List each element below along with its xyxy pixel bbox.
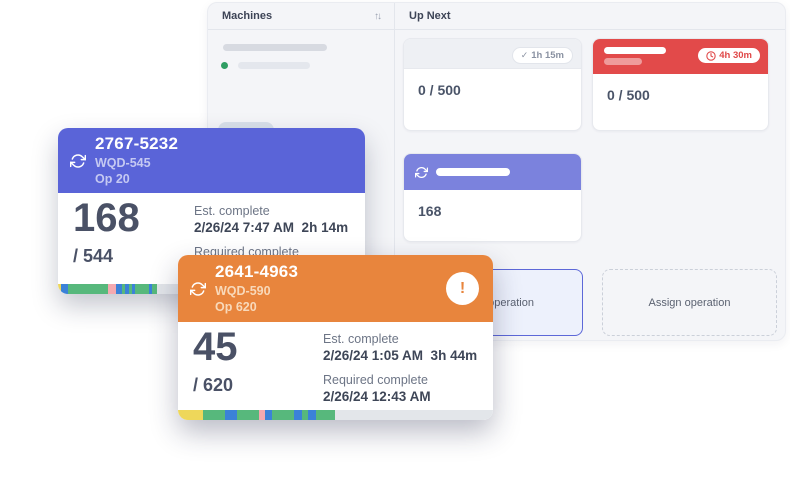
timeline-segment bbox=[258, 410, 266, 420]
machines-header: Machines ↑↓ bbox=[208, 3, 394, 30]
sync-icon bbox=[70, 153, 86, 168]
parts-total: / 620 bbox=[193, 375, 234, 395]
timeline-segment bbox=[122, 284, 125, 294]
header-skeleton-bar bbox=[436, 168, 510, 176]
machine-card-header: 2641-4963 WQD-590 Op 620 ! bbox=[178, 255, 493, 322]
est-complete-value: 2/26/24 1:05 AM 3h 44m bbox=[323, 348, 478, 364]
time-badge-label: 4h 30m bbox=[719, 50, 752, 61]
program-id: WQD-545 bbox=[95, 155, 151, 170]
required-complete-value: 2/26/24 12:43 AM bbox=[323, 389, 431, 405]
upnext-card-1-header: ✓ 1h 15m bbox=[404, 39, 581, 69]
est-complete-value: 2/26/24 7:47 AM 2h 14m bbox=[194, 220, 349, 236]
operation-id: 2641-4963 bbox=[215, 262, 299, 282]
machine-skeleton-bar bbox=[238, 62, 310, 69]
timeline-segment bbox=[236, 410, 259, 420]
program-id: WQD-590 bbox=[215, 283, 271, 298]
upnext-card-2-count: 0 / 500 bbox=[607, 87, 650, 103]
check-icon: ✓ bbox=[520, 50, 529, 60]
upnext-card-3-header bbox=[404, 154, 581, 190]
timeline-segment bbox=[272, 410, 294, 420]
assign-operation-label: Assign operation bbox=[648, 296, 731, 309]
machine-card-header: 2767-5232 WQD-545 Op 20 bbox=[58, 128, 365, 193]
timeline-segment bbox=[308, 410, 316, 420]
est-complete-label: Est. complete bbox=[323, 332, 399, 346]
timeline-segment bbox=[224, 410, 237, 420]
upnext-card-3[interactable]: 168 bbox=[403, 153, 582, 242]
est-complete-label: Est. complete bbox=[194, 204, 270, 218]
machine-card-2641-4963[interactable]: 2641-4963 WQD-590 Op 620 ! 45 / 620 Est.… bbox=[178, 255, 493, 420]
timeline-segment bbox=[58, 284, 62, 294]
clock-icon bbox=[706, 50, 716, 61]
overdue-time-badge: 4h 30m bbox=[698, 48, 760, 63]
parts-total: / 544 bbox=[73, 246, 114, 266]
upnext-title: Up Next bbox=[409, 10, 451, 22]
status-timeline bbox=[178, 410, 493, 420]
required-complete-label: Required complete bbox=[323, 372, 428, 387]
machine-status-dot bbox=[221, 62, 228, 69]
upnext-card-1[interactable]: ✓ 1h 15m 0 / 500 bbox=[403, 38, 582, 131]
upnext-card-1-count: 0 / 500 bbox=[418, 82, 461, 98]
assign-operation-slot[interactable]: Assign operation bbox=[602, 269, 777, 336]
upnext-header: Up Next bbox=[395, 3, 785, 30]
upnext-card-3-count: 168 bbox=[418, 203, 442, 219]
machine-card-body: 45 / 620 Est. complete 2/26/24 1:05 AM 3… bbox=[178, 322, 493, 420]
completion-info: Est. complete 2/26/24 7:47 AM 2h 14m Req… bbox=[194, 203, 348, 260]
sync-icon bbox=[190, 281, 206, 296]
time-badge: ✓ 1h 15m bbox=[511, 47, 573, 64]
alert-badge[interactable]: ! bbox=[446, 272, 479, 305]
timeline-segment bbox=[108, 284, 117, 294]
time-badge-label: 1h 15m bbox=[531, 50, 564, 61]
sort-icon[interactable]: ↑↓ bbox=[374, 10, 382, 22]
timeline-segment bbox=[135, 284, 149, 294]
op-number: Op 20 bbox=[95, 171, 130, 186]
timeline-segment bbox=[265, 410, 273, 420]
sync-icon bbox=[415, 166, 428, 178]
parts-count: 45 bbox=[193, 325, 238, 369]
completion-info: Est. complete 2/26/24 1:05 AM 3h 44m Req… bbox=[323, 331, 477, 406]
timeline-segment bbox=[67, 284, 109, 294]
timeline-segment bbox=[293, 410, 302, 420]
upnext-card-2-header: 4h 30m bbox=[593, 39, 768, 74]
timeline-segment bbox=[301, 410, 309, 420]
machine-skeleton-bar bbox=[223, 44, 327, 51]
header-skeleton-bar bbox=[604, 47, 666, 54]
timeline-segment bbox=[152, 284, 158, 294]
parts-count: 168 bbox=[73, 196, 140, 240]
timeline-segment bbox=[131, 284, 136, 294]
timeline-segment bbox=[315, 410, 335, 420]
op-number: Op 620 bbox=[215, 299, 257, 314]
timeline-segment bbox=[124, 284, 129, 294]
upnext-card-2[interactable]: 4h 30m 0 / 500 bbox=[592, 38, 769, 131]
header-skeleton-bar bbox=[604, 58, 642, 65]
timeline-segment bbox=[202, 410, 225, 420]
upnext-panel: Up Next ✓ 1h 15m 0 / 500 bbox=[395, 3, 785, 340]
timeline-segment bbox=[128, 284, 132, 294]
timeline-segment bbox=[178, 410, 203, 420]
timeline-segment bbox=[334, 410, 493, 420]
timeline-segment bbox=[148, 284, 153, 294]
operation-id: 2767-5232 bbox=[95, 134, 179, 154]
timeline-segment bbox=[116, 284, 123, 294]
machines-title: Machines bbox=[222, 10, 273, 22]
timeline-segment bbox=[61, 284, 68, 294]
